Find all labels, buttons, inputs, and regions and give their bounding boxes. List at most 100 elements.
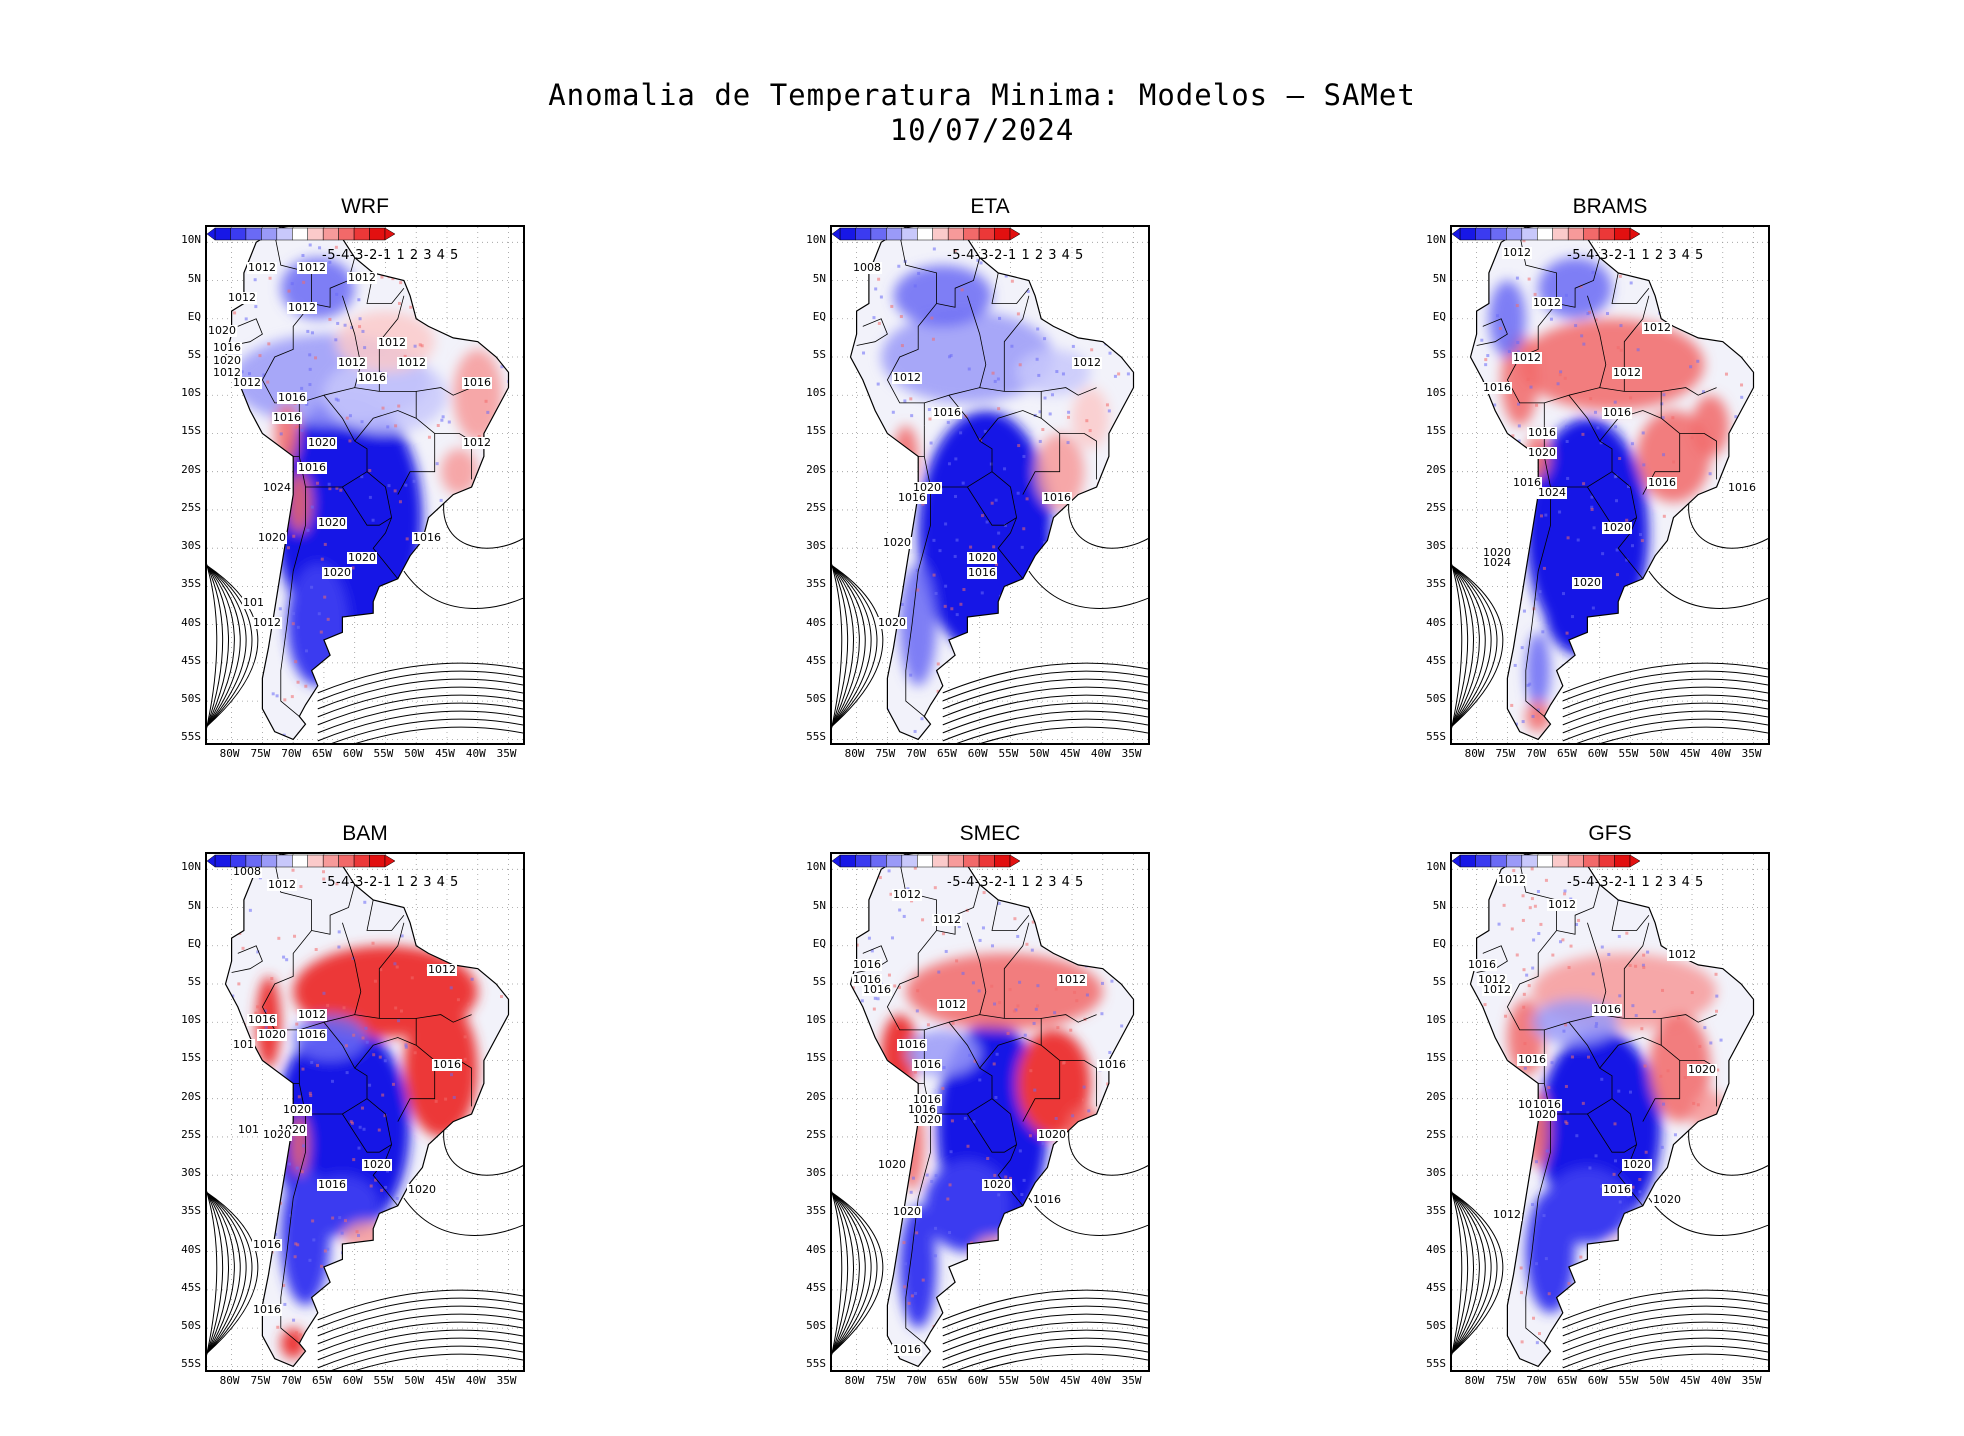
country-border (905, 1114, 931, 1344)
anomaly-speckle (247, 1096, 251, 1100)
anomaly-speckle (1008, 1176, 1012, 1180)
anomaly-speckle (1699, 1325, 1703, 1329)
anomaly-speckle (1715, 327, 1719, 331)
anomaly-speckle (484, 1255, 488, 1259)
anomaly-speckle (336, 321, 340, 325)
anomaly-speckle (1025, 497, 1029, 501)
isobar-label: 1024 (1482, 556, 1512, 569)
lat-tick-label: 10S (806, 1013, 826, 1027)
anomaly-speckle (410, 976, 414, 980)
anomaly-speckle (1579, 285, 1583, 289)
anomaly-speckle (941, 932, 945, 936)
anomaly-speckle (436, 423, 440, 427)
lat-tick-label: 10N (806, 233, 826, 247)
anomaly-speckle (1673, 720, 1677, 724)
anomaly-speckle (334, 397, 338, 401)
colorbar-segment (1521, 854, 1538, 868)
country-border (231, 318, 263, 346)
anomaly-speckle (1017, 444, 1021, 448)
anomaly-speckle (1679, 1300, 1683, 1304)
anomaly-speckle (447, 420, 451, 424)
lon-tick-label: 60W (967, 1374, 988, 1387)
lon-tick-label: 45W (1060, 747, 1080, 760)
isobar-label: 1020 (1602, 521, 1632, 534)
anomaly-speckle (1038, 439, 1042, 443)
anomaly-speckle (1001, 1344, 1005, 1348)
lon-tick-label: 75W (875, 1374, 896, 1387)
lat-tick-label: 40S (1426, 615, 1446, 629)
isobar-west (832, 1192, 878, 1354)
anomaly-speckle (1482, 904, 1486, 908)
anomaly-speckle (925, 1173, 929, 1177)
isobar-label: 1016 (297, 461, 327, 474)
anomaly-speckle (872, 666, 876, 670)
anomaly-speckle (306, 329, 310, 333)
anomaly-speckle (1538, 590, 1542, 594)
isobar-label: 1016 (967, 566, 997, 579)
anomaly-speckle (1480, 893, 1484, 897)
anomaly-speckle (288, 1214, 292, 1218)
anomaly-speckle (409, 305, 413, 309)
anomaly-speckle (1519, 572, 1523, 576)
isobar-south (317, 710, 523, 742)
anomaly-speckle (1754, 1368, 1757, 1371)
map-frame: 1012 1012 1012 1012 1012 1020 1016 1020 1012 1012… (205, 225, 525, 745)
anomaly-speckle (1631, 1004, 1635, 1008)
isobar-south (1562, 702, 1768, 734)
anomaly-speckle (1023, 854, 1027, 858)
isobar-west (207, 1191, 229, 1355)
anomaly-speckle (887, 869, 891, 873)
lon-tick-label: 35W (1121, 1374, 1142, 1387)
anomaly-speckle (1494, 683, 1498, 687)
anomaly-speckle (275, 694, 279, 698)
lat-tick-label: EQ (1432, 936, 1446, 950)
anomaly-speckle (247, 372, 251, 376)
anomaly-speckle (1131, 1095, 1134, 1099)
anomaly-speckle (484, 932, 488, 936)
country-border (311, 884, 356, 935)
anomaly-speckle (1746, 445, 1750, 449)
anomaly-speckle (900, 602, 904, 606)
anomaly-speckle (1056, 1026, 1060, 1030)
anomaly-speckle (1728, 1211, 1732, 1215)
anomaly-speckle (962, 588, 966, 592)
anomaly-speckle (481, 857, 485, 861)
anomaly-speckle (502, 1087, 506, 1091)
anomaly-speckle (1490, 873, 1494, 877)
anomaly-speckle (997, 531, 1001, 535)
anomaly-speckle (449, 712, 453, 716)
lat-tick-label: 55S (181, 730, 201, 744)
anomaly-speckle (1519, 1291, 1523, 1295)
anomaly-speckle (1629, 281, 1633, 285)
anomaly-speckle (514, 996, 517, 999)
anomaly-speckle (310, 1060, 314, 1064)
anomaly-speckle (1072, 511, 1076, 515)
anomaly-speckle (850, 1252, 853, 1256)
anomaly-speckle (1465, 493, 1468, 496)
isobar-west (207, 1192, 247, 1354)
anomaly-speckle (256, 950, 260, 954)
anomaly-speckle (282, 955, 286, 959)
anomaly-speckle (368, 1083, 372, 1087)
isobar-south (317, 662, 523, 694)
country-border (366, 272, 405, 304)
anomaly-speckle (1606, 312, 1610, 316)
anomaly-speckle (1535, 597, 1539, 601)
anomaly-speckle (278, 607, 282, 611)
anomaly-speckle (1639, 1288, 1643, 1292)
anomaly-speckle (365, 1040, 369, 1044)
anomaly-speckle (233, 311, 237, 315)
anomaly-speckle (1480, 1256, 1484, 1260)
anomaly-speckle (296, 424, 300, 428)
anomaly-speckle (1115, 893, 1119, 897)
anomaly-speckle (500, 365, 504, 369)
anomaly-speckle (485, 933, 489, 937)
anomaly-speckle (1588, 310, 1592, 314)
anomaly-speckle (358, 1125, 362, 1129)
anomaly-speckle (1486, 354, 1490, 358)
anomaly-blob (287, 563, 349, 686)
anomaly-speckle (913, 729, 917, 733)
anomaly-speckle (304, 649, 308, 653)
anomaly-map (832, 854, 1148, 1370)
anomaly-speckle (1118, 609, 1122, 613)
